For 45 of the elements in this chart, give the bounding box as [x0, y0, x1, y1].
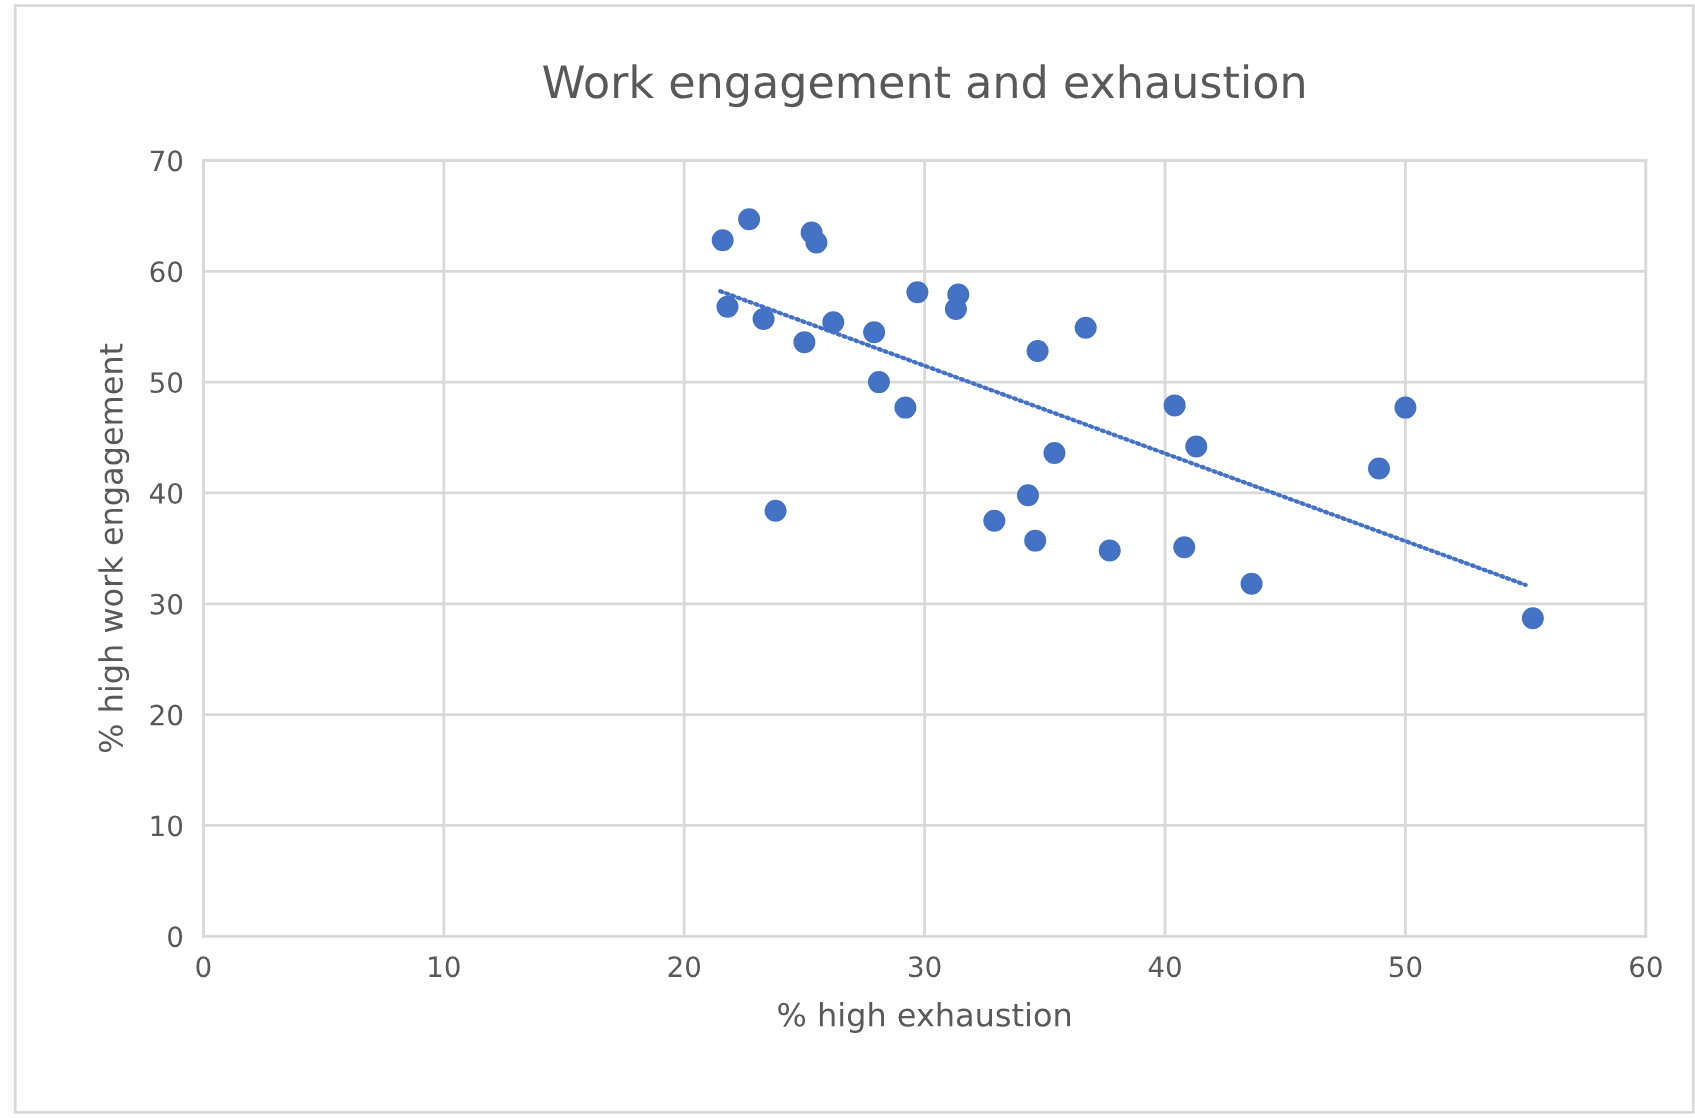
point: [1240, 572, 1263, 595]
point: [1026, 340, 1049, 363]
y-tick-label: 10: [151, 815, 183, 837]
y-tick-label: 70: [150, 150, 183, 172]
y-tick-label: 40: [149, 482, 183, 504]
y-tick-label: 60: [150, 261, 183, 283]
point: [863, 321, 886, 344]
point: [752, 307, 775, 330]
x-tick-label: 20: [668, 956, 701, 978]
point: [764, 499, 787, 522]
point: [711, 229, 734, 252]
point: [1017, 484, 1039, 507]
point: [1024, 529, 1047, 552]
point: [1367, 457, 1390, 480]
x-tick-label: 60: [1630, 956, 1662, 978]
x-tick-label: 30: [909, 956, 941, 978]
x-tick-label: 0: [196, 956, 211, 978]
point: [944, 297, 967, 320]
point: [738, 208, 761, 231]
point: [983, 509, 1006, 532]
point: [1394, 396, 1417, 419]
y-tick-label: 20: [150, 704, 183, 726]
x-axis-title: % high exhaustion: [778, 1002, 1071, 1034]
point: [793, 331, 816, 354]
x-tick-label: 40: [1148, 956, 1181, 978]
point: [716, 295, 739, 318]
point: [822, 311, 845, 334]
y-tick-label: 30: [150, 593, 183, 615]
point: [1521, 607, 1544, 630]
point: [805, 231, 828, 254]
point: [1043, 442, 1066, 465]
point: [1074, 316, 1097, 339]
y-tick-label: 50: [150, 372, 183, 394]
x-tick-label: 50: [1389, 956, 1422, 978]
point: [906, 281, 929, 304]
point: [1098, 539, 1121, 562]
point: [867, 371, 890, 394]
x-tick-label: 10: [429, 956, 460, 978]
point: [894, 396, 917, 419]
point: [1185, 435, 1208, 458]
y-axis-title: % high work engagement: [98, 343, 130, 753]
y-tick-label: 0: [168, 926, 183, 948]
point: [1163, 394, 1186, 417]
chart-title: Work engagement and exhaustion: [543, 64, 1304, 108]
point: [1173, 536, 1196, 559]
